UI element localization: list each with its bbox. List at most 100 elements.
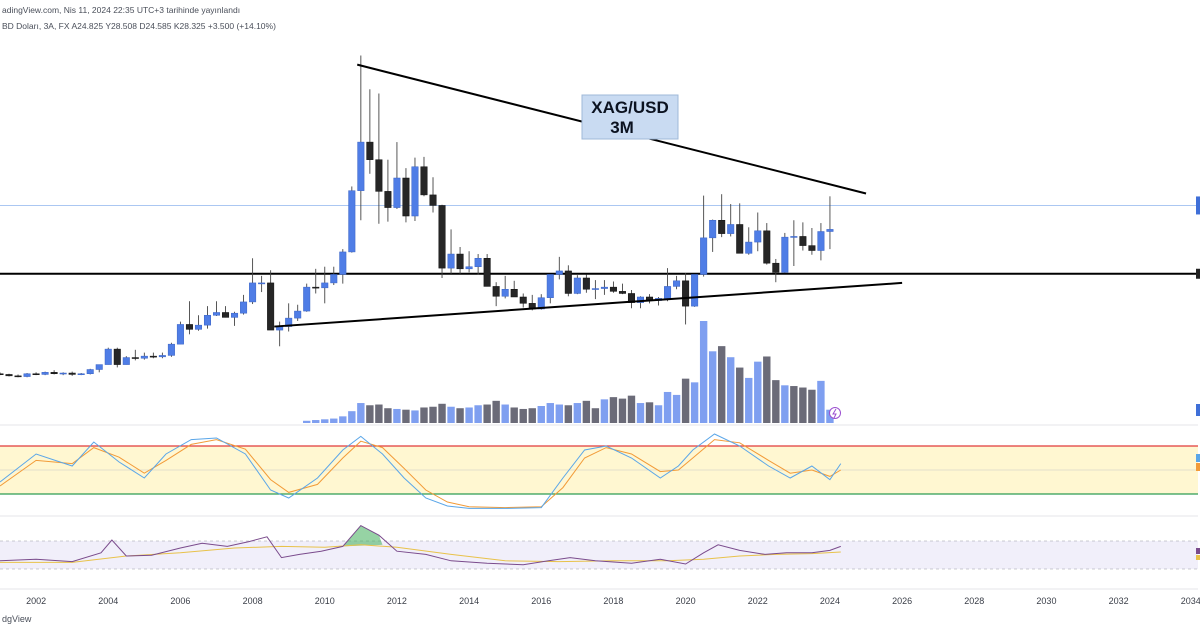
stoch-rsi-k-line (0, 433, 842, 509)
candle-body (754, 230, 762, 243)
candle-body (258, 282, 266, 285)
candle-body (158, 355, 166, 358)
x-tick-label: 2016 (531, 596, 551, 606)
candle-body (86, 369, 94, 374)
volume-bar (303, 420, 311, 423)
candle-body (14, 375, 22, 378)
osc-line (0, 524, 841, 566)
candle-body (817, 231, 825, 251)
candle-body (727, 224, 735, 234)
x-tick-label: 2006 (170, 596, 190, 606)
rsi-marker (1196, 463, 1200, 471)
candle-body (519, 296, 527, 304)
x-tick-label: 2026 (892, 596, 912, 606)
candle-body (763, 230, 771, 264)
candle-body (59, 372, 67, 375)
candle-body (122, 357, 130, 365)
candle-body (375, 159, 383, 192)
osc-marker (1196, 548, 1200, 554)
volume-bar (384, 408, 392, 423)
volume-bar (339, 416, 347, 423)
candle-body (5, 374, 13, 377)
volume-bar (312, 420, 320, 423)
x-tick-label: 2022 (748, 596, 768, 606)
tradingview-brand: dgView (2, 614, 32, 624)
volume-bar (772, 380, 780, 423)
volume-bar (582, 400, 591, 423)
volume-bar (330, 418, 338, 423)
volume-bar (645, 402, 654, 423)
candle-body (799, 236, 807, 246)
chart-title: XAG/USD (591, 98, 668, 117)
candle-body (357, 141, 365, 191)
stoch-rsi-d-line (0, 439, 842, 509)
candle-body (167, 343, 175, 356)
candle-body (294, 310, 302, 319)
volume-bar (321, 419, 329, 423)
chart-subtitle: 3M (610, 118, 634, 137)
candle-body (591, 288, 599, 290)
volume-bar (609, 397, 618, 423)
candle-body (176, 324, 184, 345)
candle-body (438, 205, 446, 269)
volume-bar (600, 399, 609, 423)
candle-body (456, 253, 464, 270)
candle-body (339, 251, 347, 275)
lightning-icon[interactable] (829, 407, 841, 419)
candle-body (573, 277, 581, 294)
volume-bar (375, 404, 383, 423)
volume-bar (708, 351, 717, 423)
candle-body (736, 224, 744, 254)
trendline[interactable] (274, 281, 903, 328)
volume-bar (501, 404, 509, 423)
candle-body (32, 373, 40, 375)
candle-body (718, 219, 726, 234)
candle-body (231, 312, 239, 318)
candle-body (609, 286, 617, 292)
x-tick-label: 2032 (1109, 596, 1129, 606)
candle-body (664, 286, 672, 299)
volume-bar (591, 408, 600, 423)
osc-band (0, 541, 1198, 569)
x-tick-label: 2012 (387, 596, 407, 606)
candle-body (700, 237, 708, 275)
candle-body (682, 280, 690, 307)
osc-positive-fill (342, 525, 383, 547)
candle-body (745, 241, 753, 254)
volume-bar (817, 380, 825, 423)
candle-body (240, 301, 248, 314)
volume-bar (654, 405, 663, 423)
candle-body (510, 288, 518, 298)
volume-bar (447, 406, 455, 423)
volume-bar (717, 346, 726, 423)
candle-body (140, 355, 148, 359)
volume-bar (663, 391, 672, 423)
candle-body (673, 280, 681, 287)
volume-bar (790, 386, 798, 423)
candle-body (50, 372, 58, 374)
candle-body (330, 274, 338, 284)
candle-body (691, 274, 699, 307)
volume-bar (690, 382, 699, 423)
volume-bar (546, 403, 554, 423)
volume-bar (393, 408, 401, 423)
volume-marker (1196, 404, 1200, 416)
volume-bar (573, 403, 582, 423)
osc-marker (1196, 555, 1200, 560)
osc-signal-line (0, 544, 841, 563)
volume-bar (366, 405, 374, 423)
volume-bar (528, 408, 536, 423)
volume-bar (627, 395, 636, 423)
volume-bar (537, 406, 545, 423)
volume-bar (672, 394, 681, 423)
volume-bar (357, 403, 365, 423)
candle-body (465, 266, 473, 270)
candle-body (194, 324, 202, 330)
volume-bar (456, 408, 464, 423)
volume-bar (555, 404, 564, 423)
x-tick-label: 2002 (26, 596, 46, 606)
candle-body (249, 282, 257, 303)
x-tick-label: 2030 (1036, 596, 1056, 606)
volume-bar (636, 403, 645, 423)
